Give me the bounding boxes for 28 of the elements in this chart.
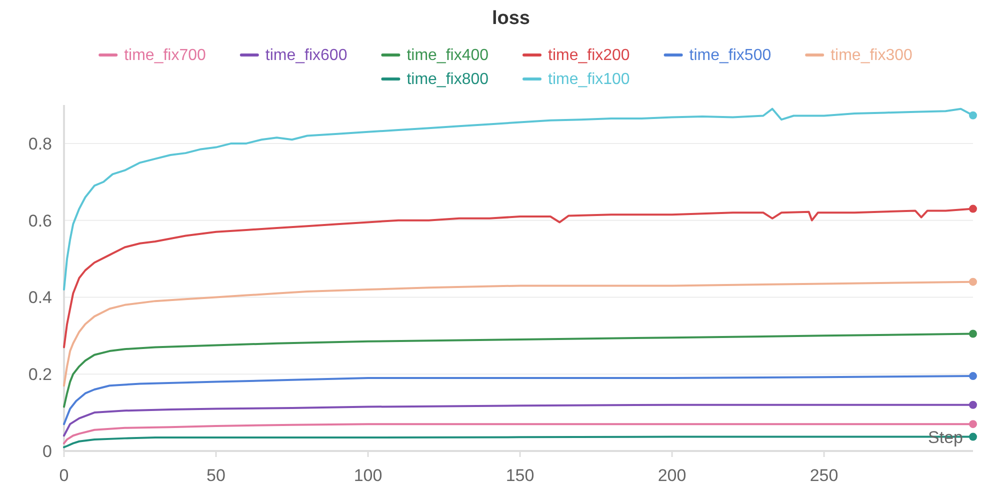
chart-title: loss: [492, 8, 530, 29]
x-tick-label: 200: [658, 466, 686, 485]
legend-label: time_fix600: [265, 47, 348, 64]
y-tick-label: 0: [42, 442, 52, 461]
y-tick-label: 0.4: [28, 288, 52, 308]
x-tick-label: 150: [506, 466, 534, 485]
legend-label: time_fix400: [406, 47, 489, 64]
legend-label: time_fix700: [124, 47, 206, 64]
x-tick-label: 50: [206, 466, 226, 485]
legend-label: time_fix100: [548, 71, 630, 88]
y-tick-label: 0.2: [28, 365, 52, 384]
point: [969, 432, 977, 441]
point: [969, 330, 977, 338]
legend-label: time_fix800: [406, 71, 489, 88]
y-tick-label: 0.6: [28, 211, 52, 230]
legend-label: time_fix200: [548, 47, 630, 64]
point: [969, 400, 977, 409]
legend-label: time_fix500: [689, 47, 772, 64]
point: [969, 204, 977, 213]
x-tick-label: 0: [59, 466, 69, 485]
legend-label: time_fix300: [830, 47, 913, 64]
point: [969, 111, 977, 120]
point: [969, 420, 977, 428]
y-tick-label: 0.8: [28, 134, 52, 154]
point: [969, 278, 977, 286]
x-tick-label: 100: [354, 466, 382, 485]
x-tick-label: 250: [810, 466, 838, 485]
point: [969, 372, 977, 380]
